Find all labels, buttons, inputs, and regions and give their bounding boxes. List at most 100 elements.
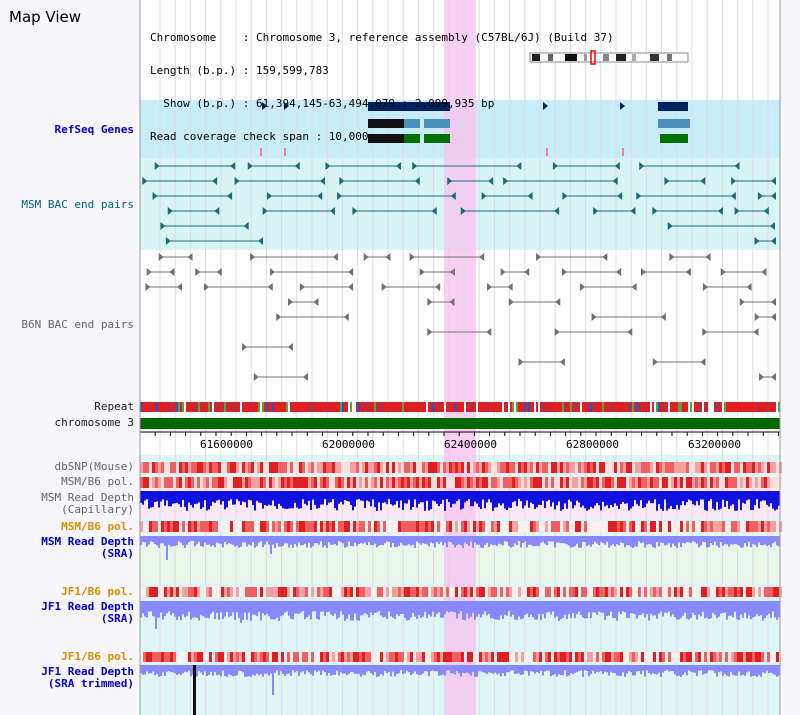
- repeat-element: [760, 402, 762, 412]
- read-depth-bar: [526, 601, 528, 614]
- read-depth-bar: [326, 665, 328, 676]
- read-depth-bar: [508, 601, 510, 612]
- repeat-element: [594, 402, 596, 412]
- bac-end: [660, 313, 666, 321]
- read-depth-bar: [692, 491, 694, 505]
- polymorphism-cell: [728, 477, 731, 488]
- read-depth-bar: [368, 665, 370, 671]
- polymorphism-cell: [581, 477, 584, 488]
- repeat-element: [530, 402, 532, 412]
- polymorphism-cell: [569, 652, 572, 662]
- read-depth-bar: [304, 665, 306, 675]
- polymorphism-cell: [584, 521, 587, 532]
- polymorphism-cell: [452, 477, 455, 488]
- polymorphism-cell: [488, 462, 491, 473]
- read-depth-bar: [366, 665, 368, 672]
- read-depth-bar: [556, 491, 558, 506]
- read-depth-spike: [166, 536, 168, 560]
- bac-end: [449, 298, 455, 306]
- read-depth-bar: [232, 491, 234, 505]
- repeat-element: [532, 402, 534, 412]
- read-depth-bar: [234, 536, 236, 547]
- read-depth-bar: [200, 536, 202, 547]
- polymorphism-cell: [194, 652, 197, 662]
- read-depth-bar: [342, 665, 344, 674]
- read-depth-bar: [244, 491, 246, 503]
- read-depth-bar: [656, 536, 658, 543]
- read-depth-bar: [672, 665, 674, 672]
- repeat-element: [142, 402, 144, 412]
- read-depth-bar: [536, 536, 538, 547]
- track-label-msm-bac[interactable]: MSM BAC end pairs: [21, 198, 134, 211]
- read-depth-bar: [490, 601, 492, 619]
- read-depth-bar: [590, 601, 592, 619]
- read-depth-bar: [456, 665, 458, 672]
- polymorphism-cell: [716, 652, 719, 662]
- bac-end: [250, 253, 256, 261]
- polymorphism-cell: [533, 652, 536, 662]
- polymorphism-cell: [776, 462, 779, 473]
- chromosome-info: Chromosome : Chromosome 3, reference ass…: [150, 10, 614, 164]
- repeat-element: [520, 402, 522, 412]
- read-depth-bar: [738, 601, 740, 621]
- polymorphism-cell: [659, 521, 662, 532]
- polymorphism-cell: [215, 462, 218, 473]
- repeat-element: [182, 402, 184, 412]
- read-depth-bar: [558, 601, 560, 621]
- repeat-element: [276, 402, 278, 412]
- repeat-element: [628, 402, 630, 412]
- repeat-element: [684, 402, 686, 412]
- polymorphism-cell: [686, 587, 689, 597]
- repeat-element: [446, 402, 448, 412]
- polymorphism-cell: [647, 587, 650, 597]
- polymorphism-cell: [155, 477, 158, 488]
- read-depth-bar: [338, 665, 340, 676]
- read-depth-bar: [502, 601, 504, 620]
- repeat-element: [378, 402, 380, 412]
- polymorphism-cell: [155, 652, 158, 662]
- bac-end: [187, 253, 193, 261]
- polymorphism-cell: [158, 477, 161, 488]
- track-label-b6n-bac[interactable]: B6N BAC end pairs: [21, 318, 134, 331]
- read-depth-bar: [390, 601, 392, 617]
- polymorphism-cell: [743, 462, 746, 473]
- polymorphism-cell: [617, 521, 620, 532]
- repeat-element: [252, 402, 254, 412]
- read-depth-bar: [640, 536, 642, 544]
- repeat-element: [484, 402, 486, 412]
- polymorphism-cell: [335, 587, 338, 597]
- repeat-element: [692, 402, 694, 412]
- repeat-element: [778, 402, 780, 412]
- polymorphism-cell: [191, 477, 194, 488]
- polymorphism-cell: [518, 652, 521, 662]
- repeat-element: [678, 402, 680, 412]
- read-depth-bar: [612, 536, 614, 545]
- read-depth-bar: [410, 601, 412, 618]
- read-depth-bar: [764, 601, 766, 619]
- read-depth-bar: [422, 601, 424, 617]
- repeat-element: [246, 402, 248, 412]
- bac-end: [559, 358, 565, 366]
- read-depth-bar: [674, 491, 676, 510]
- read-depth-bar: [402, 491, 404, 510]
- read-depth-bar: [152, 665, 154, 672]
- read-depth-bar: [728, 665, 730, 677]
- polymorphism-cell: [488, 477, 491, 488]
- read-depth-bar: [194, 601, 196, 618]
- gene-feature: [368, 102, 424, 111]
- read-depth-bar: [428, 665, 430, 677]
- read-depth-bar: [162, 601, 164, 620]
- polymorphism-cell: [665, 521, 668, 532]
- polymorphism-cell: [176, 652, 179, 662]
- polymorphism-cell: [434, 462, 437, 473]
- repeat-element: [348, 402, 350, 412]
- read-depth-bar: [446, 601, 448, 612]
- track-label-refseq[interactable]: RefSeq Genes: [54, 123, 134, 136]
- read-depth-bar: [192, 536, 194, 542]
- polymorphism-cell: [659, 652, 662, 662]
- read-depth-bar: [442, 665, 444, 675]
- read-depth-bar: [640, 601, 642, 616]
- read-depth-bar: [686, 491, 688, 502]
- read-depth-bar: [254, 491, 256, 511]
